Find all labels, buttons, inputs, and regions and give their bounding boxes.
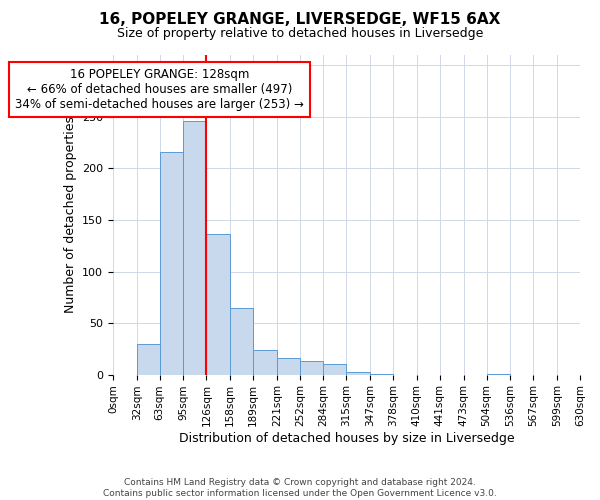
Bar xyxy=(323,364,346,374)
Bar xyxy=(230,308,253,374)
Text: Size of property relative to detached houses in Liversedge: Size of property relative to detached ho… xyxy=(117,28,483,40)
Bar xyxy=(300,361,323,374)
Bar xyxy=(277,358,300,374)
X-axis label: Distribution of detached houses by size in Liversedge: Distribution of detached houses by size … xyxy=(179,432,514,445)
Text: 16, POPELEY GRANGE, LIVERSEDGE, WF15 6AX: 16, POPELEY GRANGE, LIVERSEDGE, WF15 6AX xyxy=(100,12,500,28)
Bar xyxy=(346,372,370,374)
Bar xyxy=(206,234,230,374)
Bar xyxy=(160,152,184,374)
Text: Contains HM Land Registry data © Crown copyright and database right 2024.
Contai: Contains HM Land Registry data © Crown c… xyxy=(103,478,497,498)
Y-axis label: Number of detached properties: Number of detached properties xyxy=(64,116,77,314)
Text: 16 POPELEY GRANGE: 128sqm
← 66% of detached houses are smaller (497)
34% of semi: 16 POPELEY GRANGE: 128sqm ← 66% of detac… xyxy=(15,68,304,112)
Bar xyxy=(253,350,277,374)
Bar xyxy=(184,121,206,374)
Bar xyxy=(137,344,160,374)
